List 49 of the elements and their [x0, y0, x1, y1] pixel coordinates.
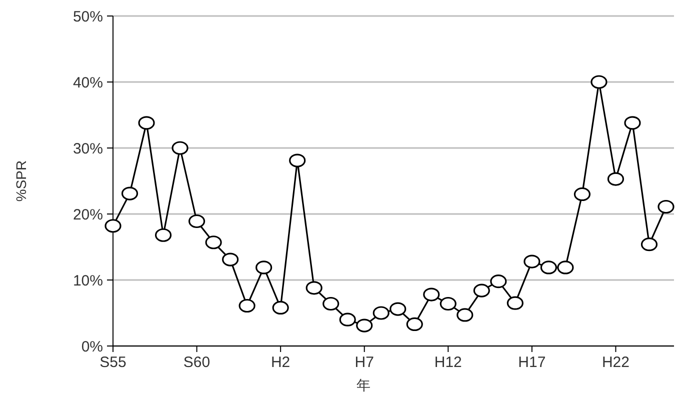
- point: [456, 308, 474, 322]
- x-axis-title: 年: [356, 377, 370, 393]
- point: [322, 296, 340, 311]
- point: [356, 318, 373, 332]
- point: [524, 254, 540, 268]
- point: [607, 172, 624, 186]
- point: [154, 228, 172, 242]
- point: [138, 116, 155, 130]
- point: [506, 296, 524, 310]
- point: [557, 260, 574, 274]
- y-tick-label: 20%: [72, 206, 103, 224]
- point: [289, 154, 306, 168]
- point: [390, 302, 406, 316]
- x-tick-label: H12: [434, 354, 462, 371]
- point: [339, 312, 356, 326]
- point: [256, 260, 272, 274]
- point: [574, 187, 591, 201]
- y-tick-label: 0%: [81, 338, 103, 356]
- point: [172, 141, 188, 155]
- point: [624, 116, 641, 130]
- point: [406, 317, 423, 332]
- point: [440, 296, 456, 311]
- point: [658, 200, 674, 214]
- point: [238, 298, 256, 313]
- point: [473, 284, 490, 298]
- point: [222, 252, 239, 266]
- x-tick-label: H7: [354, 354, 374, 371]
- x-tick-label: H22: [602, 354, 630, 371]
- point: [423, 288, 440, 302]
- point: [121, 186, 138, 200]
- point: [490, 274, 507, 288]
- point: [272, 300, 289, 315]
- y-tick-label: 10%: [72, 272, 103, 290]
- y-tick-label: 50%: [72, 8, 103, 26]
- point: [306, 281, 322, 295]
- point: [188, 214, 206, 228]
- point: [590, 75, 608, 89]
- point: [205, 236, 222, 250]
- point: [540, 260, 557, 274]
- x-tick-label: S55: [100, 354, 126, 371]
- y-tick-label: 40%: [72, 74, 103, 92]
- x-tick-label: H2: [270, 354, 290, 371]
- point: [640, 238, 658, 252]
- y-axis-title: %SPR: [13, 160, 29, 202]
- y-tick-label: 30%: [72, 140, 103, 158]
- point: [104, 219, 122, 233]
- x-tick-label: H17: [518, 354, 546, 371]
- point: [372, 306, 390, 320]
- x-tick-label: S60: [183, 354, 210, 371]
